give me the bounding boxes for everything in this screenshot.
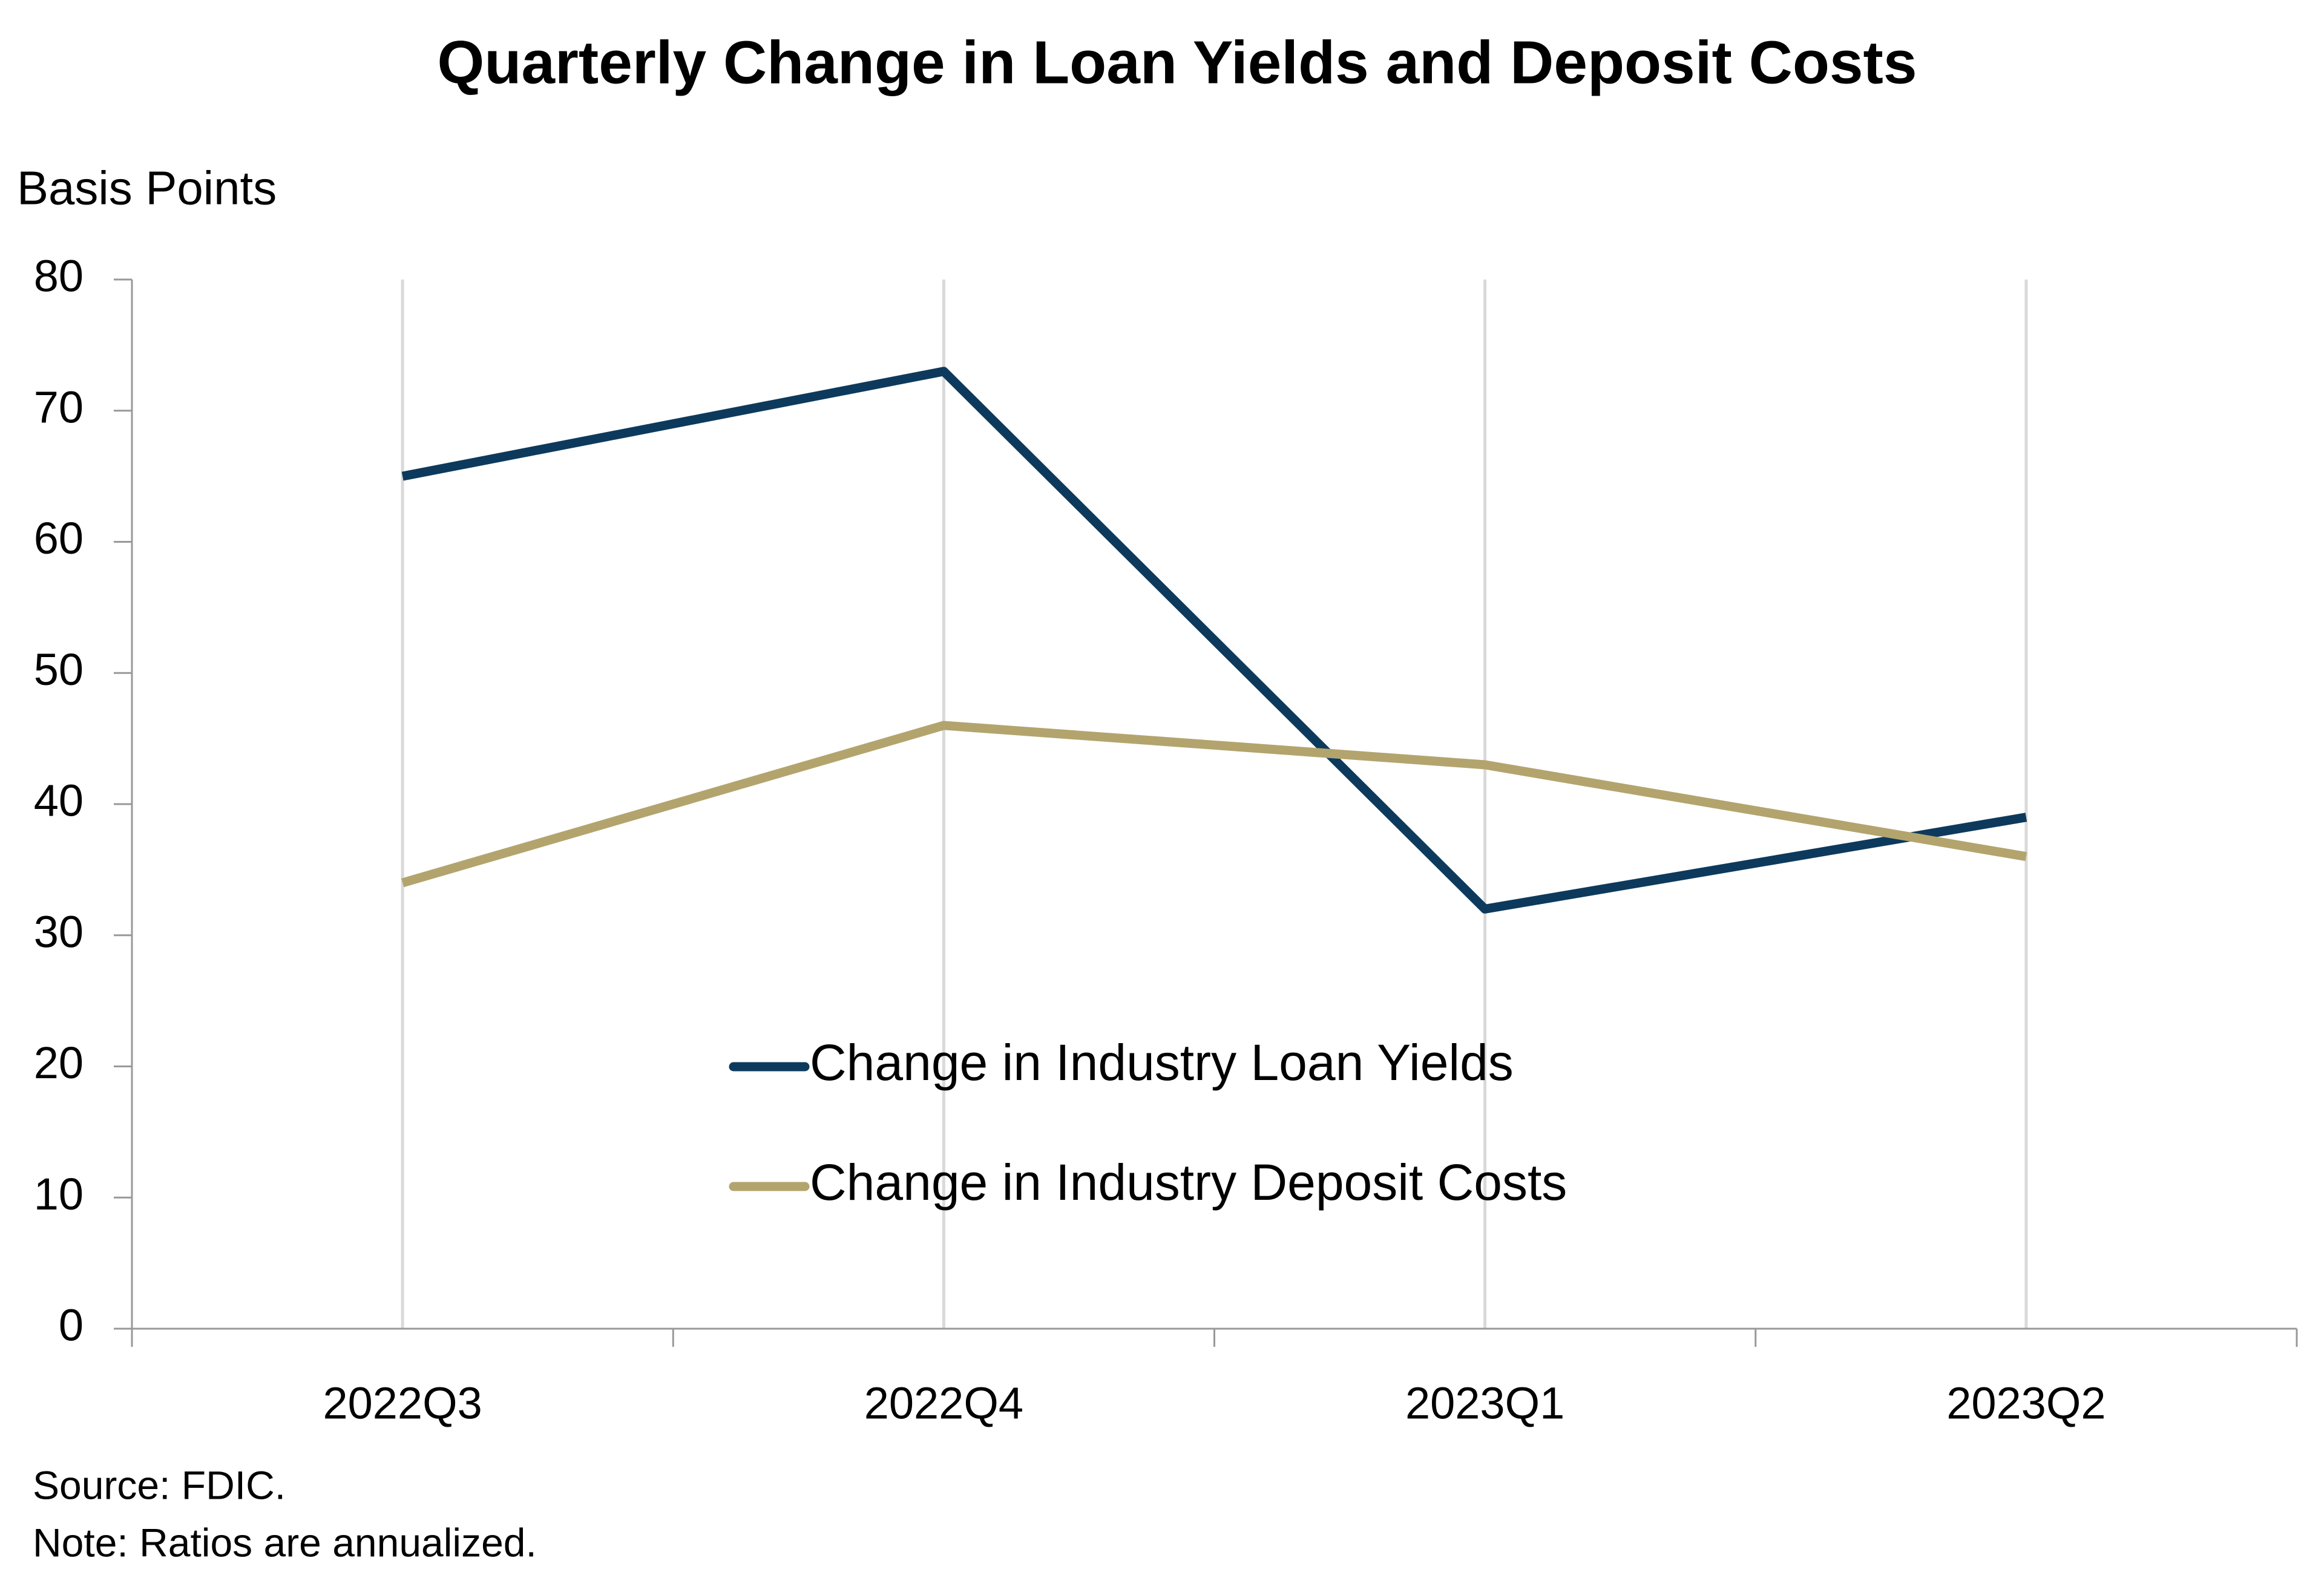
note: Note: Ratios are annualized.: [33, 1520, 537, 1565]
y-tick-label: 60: [34, 513, 84, 563]
source: Source: FDIC.: [33, 1462, 286, 1507]
y-tick-label: 80: [34, 251, 84, 301]
x-tick-label: 2022Q3: [323, 1378, 482, 1429]
y-tick-label: 10: [34, 1169, 84, 1219]
x-tick-label: 2023Q1: [1405, 1378, 1564, 1429]
y-tick-label: 30: [34, 906, 84, 957]
x-tick-label: 2023Q2: [1946, 1378, 2106, 1429]
y-axis-label: Basis Points: [17, 162, 277, 215]
legend-label: Change in Industry Loan Yields: [810, 1034, 1514, 1091]
y-tick-label: 0: [59, 1300, 84, 1350]
y-tick-label: 40: [34, 776, 84, 826]
y-tick-label: 50: [34, 644, 84, 695]
y-tick-label: 70: [34, 382, 84, 432]
data-line: [401, 721, 2027, 888]
y-tick-label: 20: [34, 1038, 84, 1088]
chart-title: Quarterly Change in Loan Yields and Depo…: [438, 28, 1917, 96]
data-line: [401, 367, 2027, 914]
x-tick-label: 2022Q4: [864, 1378, 1023, 1429]
legend-label: Change in Industry Deposit Costs: [810, 1154, 1567, 1211]
